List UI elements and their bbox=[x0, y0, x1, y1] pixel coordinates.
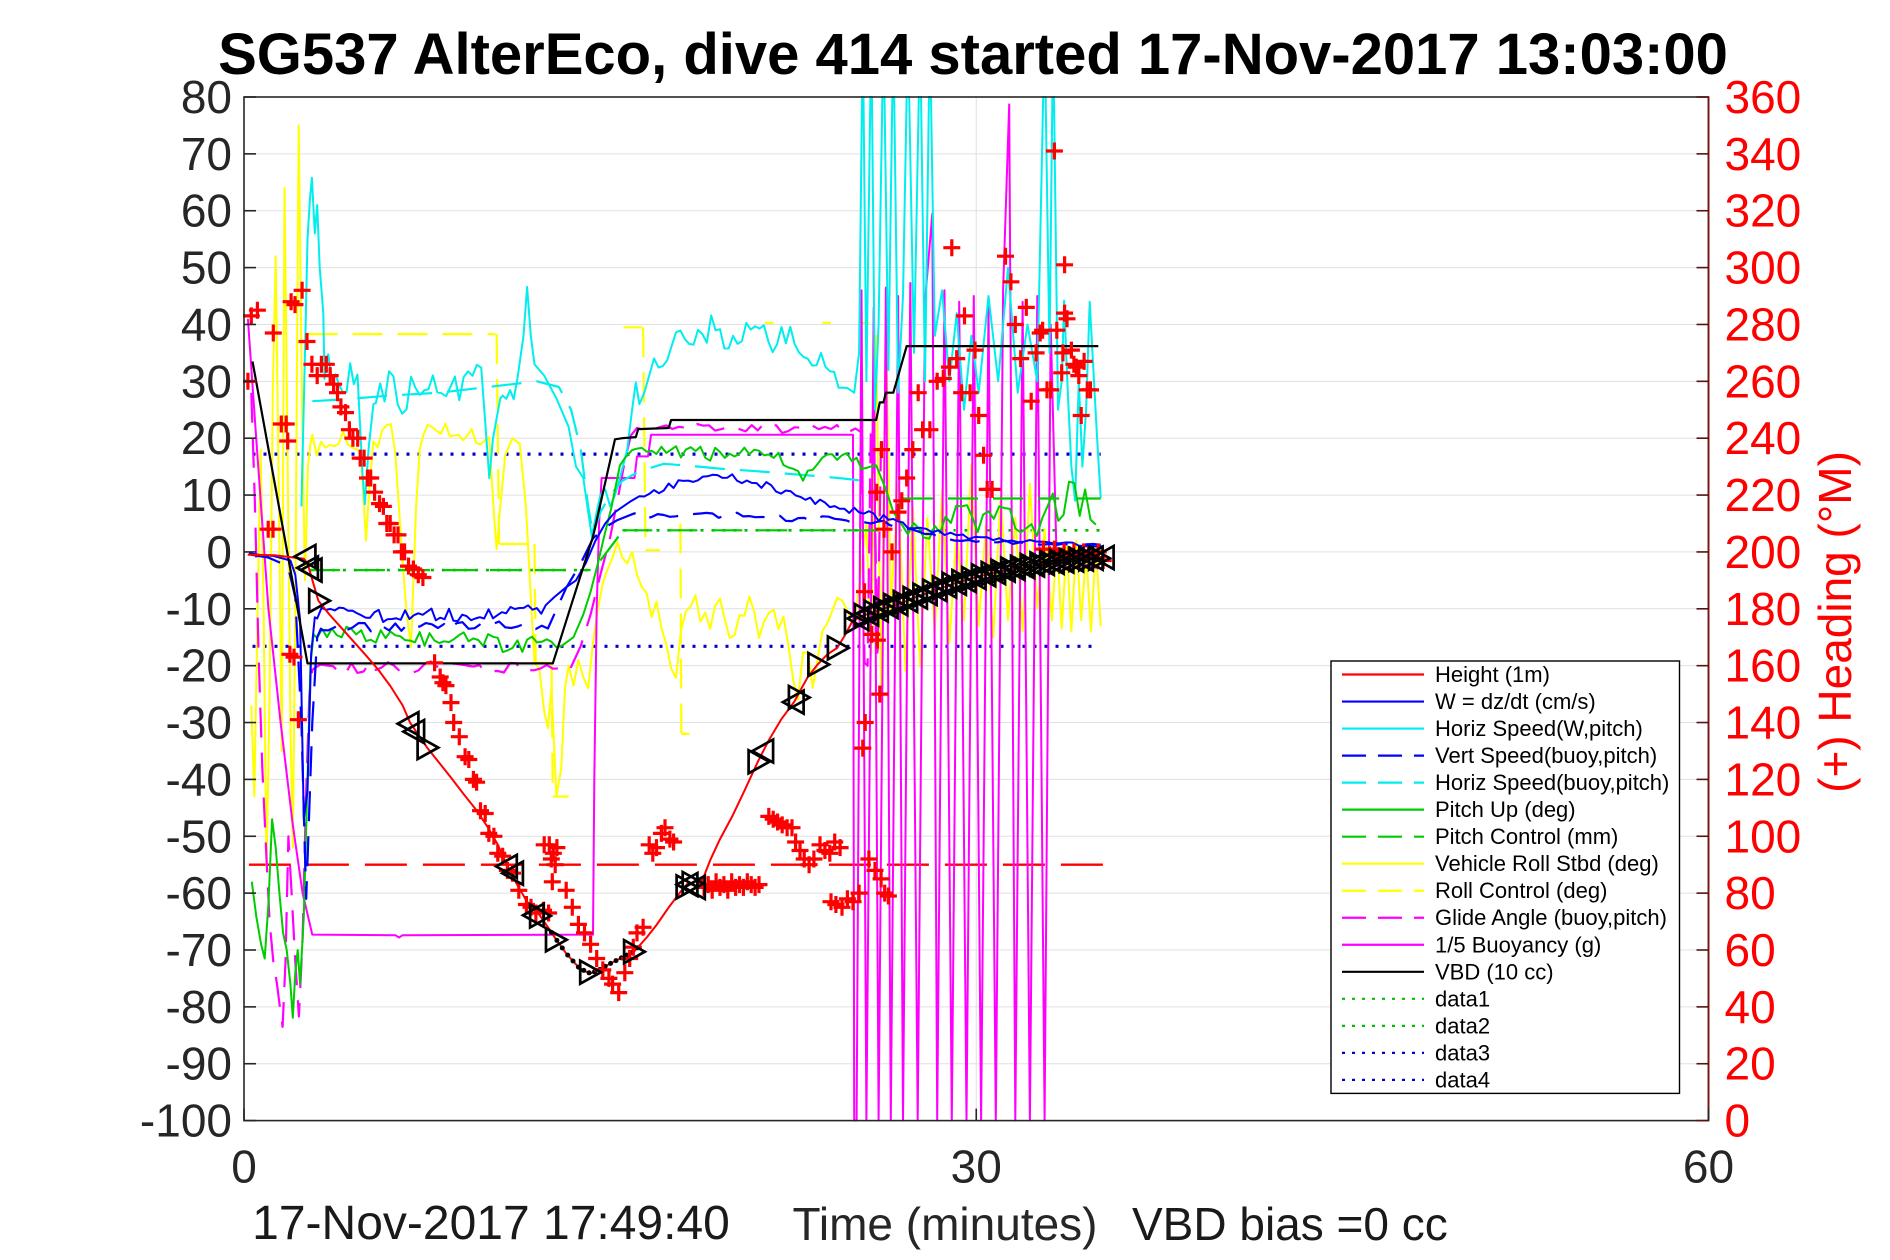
chart-title: SG537 AlterEco, dive 414 started 17-Nov-… bbox=[218, 22, 1728, 87]
series-horiz-speed-w bbox=[300, 96, 1102, 538]
y-right-tick-label: 80 bbox=[1725, 867, 1776, 919]
legend: Height (1m)W = dz/dt (cm/s)Horiz Speed(W… bbox=[1330, 660, 1681, 1095]
markers-dive-markers-left bbox=[291, 542, 1115, 930]
legend-label: Vehicle Roll Stbd (deg) bbox=[1435, 851, 1659, 876]
y-left-tick-label: 40 bbox=[181, 298, 232, 350]
series-vbd bbox=[251, 345, 1099, 665]
legend-label: Glide Angle (buoy,pitch) bbox=[1435, 905, 1667, 930]
y-right-tick-label: 200 bbox=[1725, 526, 1802, 578]
y-right-tick-label: 240 bbox=[1725, 412, 1802, 464]
legend-label: Horiz Speed(buoy,pitch) bbox=[1435, 770, 1669, 795]
y-right-tick-label: 100 bbox=[1725, 810, 1802, 862]
y-left-tick-label: -80 bbox=[166, 981, 232, 1033]
legend-label: Vert Speed(buoy,pitch) bbox=[1435, 743, 1657, 768]
y-right-tick-label: 60 bbox=[1725, 924, 1776, 976]
y-right-tick-label: 0 bbox=[1725, 1095, 1751, 1147]
series-roll-control bbox=[550, 662, 554, 797]
y-right-tick-label: 360 bbox=[1725, 71, 1802, 123]
series-roll-control bbox=[533, 543, 537, 663]
y-right-tick-label: 340 bbox=[1725, 128, 1802, 180]
series-w-dzdt bbox=[248, 473, 1104, 821]
right-y-axis-label: (+) Heading (°M) bbox=[1809, 451, 1861, 793]
y-right-tick-label: 160 bbox=[1725, 640, 1802, 692]
y-right-tick-label: 220 bbox=[1725, 469, 1802, 521]
y-right-tick-label: 280 bbox=[1725, 298, 1802, 350]
y-left-tick-label: -60 bbox=[166, 867, 232, 919]
y-left-tick-label: -20 bbox=[166, 640, 232, 692]
y-right-tick-label: 20 bbox=[1725, 1038, 1776, 1090]
footer-datetime: 17-Nov-2017 17:49:40 bbox=[252, 1197, 730, 1250]
legend-label: data2 bbox=[1435, 1013, 1490, 1038]
y-left-tick-label: -10 bbox=[166, 583, 232, 635]
series-roll-control bbox=[495, 334, 501, 545]
vbd-bias-label: VBD bias =0 cc bbox=[1132, 1198, 1448, 1250]
series-vert-speed-buoy bbox=[251, 511, 1101, 900]
legend-label: data1 bbox=[1435, 986, 1490, 1011]
y-right-tick-label: 40 bbox=[1725, 981, 1776, 1033]
y-left-tick-label: 70 bbox=[181, 128, 232, 180]
legend-label: VBD (10 cc) bbox=[1435, 959, 1554, 984]
y-left-tick-label: 0 bbox=[206, 526, 232, 578]
y-left-tick-label: 10 bbox=[181, 469, 232, 521]
y-left-tick-label: -90 bbox=[166, 1038, 232, 1090]
y-left-tick-label: -30 bbox=[166, 697, 232, 749]
legend-label: W = dz/dt (cm/s) bbox=[1435, 689, 1596, 714]
legend-label: data4 bbox=[1435, 1067, 1490, 1092]
y-left-tick-label: 50 bbox=[181, 242, 232, 294]
tick-labels: -100-90-80-70-60-50-40-30-20-10010203040… bbox=[140, 71, 1801, 1193]
y-left-tick-label: -50 bbox=[166, 810, 232, 862]
legend-label: data3 bbox=[1435, 1040, 1490, 1065]
y-left-tick-label: 30 bbox=[181, 355, 232, 407]
y-left-tick-label: -70 bbox=[166, 924, 232, 976]
x-axis-label: Time (minutes) bbox=[792, 1198, 1098, 1250]
legend-label: 1/5 Buoyancy (g) bbox=[1435, 932, 1601, 957]
y-left-tick-label: 60 bbox=[181, 185, 232, 237]
y-right-tick-label: 120 bbox=[1725, 753, 1802, 805]
x-tick-label: 0 bbox=[231, 1141, 257, 1193]
ticks bbox=[243, 96, 1710, 1122]
y-right-tick-label: 300 bbox=[1725, 242, 1802, 294]
legend-label: Pitch Control (mm) bbox=[1435, 824, 1618, 849]
y-left-tick-label: 20 bbox=[181, 412, 232, 464]
y-left-tick-label: -40 bbox=[166, 753, 232, 805]
series-roll-control bbox=[642, 327, 647, 551]
legend-label: Horiz Speed(W,pitch) bbox=[1435, 716, 1643, 741]
y-left-tick-label: 80 bbox=[181, 71, 232, 123]
x-tick-label: 60 bbox=[1683, 1141, 1734, 1193]
series-horiz-speed-buoy bbox=[312, 380, 860, 536]
legend-label: Roll Control (deg) bbox=[1435, 878, 1607, 903]
markers-dive-markers-right bbox=[307, 544, 1113, 986]
series-pitch-up bbox=[250, 445, 1097, 1019]
y-right-tick-label: 260 bbox=[1725, 355, 1802, 407]
legend-label: Pitch Up (deg) bbox=[1435, 797, 1576, 822]
y-right-tick-label: 140 bbox=[1725, 697, 1802, 749]
x-tick-label: 30 bbox=[951, 1141, 1002, 1193]
series-glide-angle bbox=[250, 392, 887, 1028]
series-pitch-control bbox=[599, 530, 624, 562]
y-right-tick-label: 180 bbox=[1725, 583, 1802, 635]
y-left-tick-label: -100 bbox=[140, 1095, 232, 1147]
y-right-tick-label: 320 bbox=[1725, 185, 1802, 237]
legend-label: Height (1m) bbox=[1435, 662, 1550, 687]
